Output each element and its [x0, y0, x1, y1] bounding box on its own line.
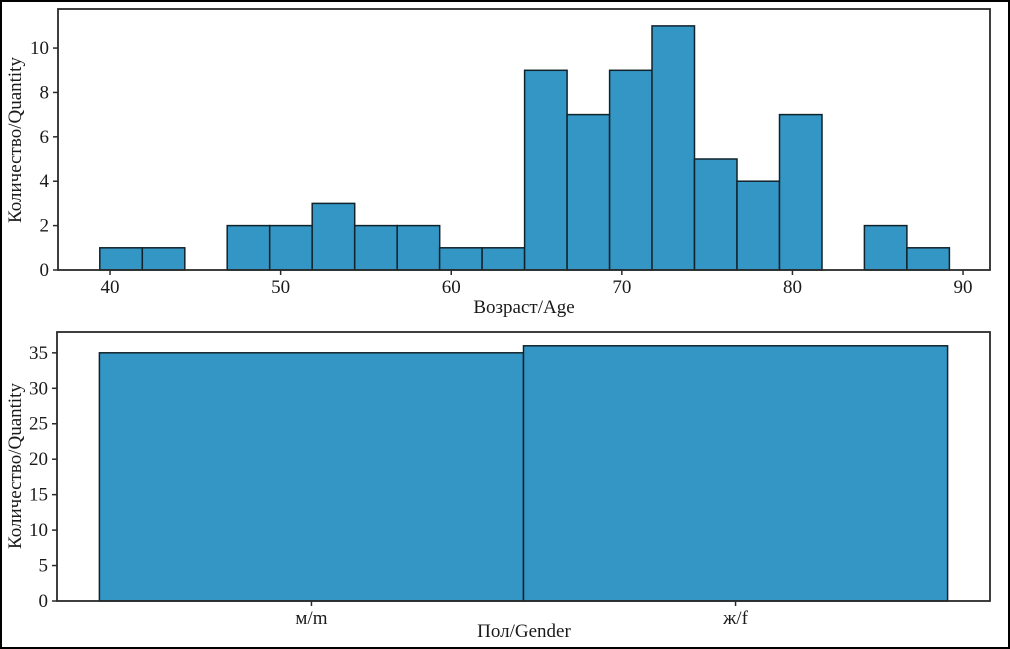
histogram-bar [736, 180, 781, 271]
age-histogram: 40 50 60 70 80 90 0 2 4 6 8 10 [30, 8, 991, 298]
gender-bar-chart: м/m ж/f 0 5 10 15 20 25 30 35 [29, 331, 991, 629]
histogram-bar [523, 69, 568, 271]
histogram-bar [481, 247, 526, 271]
y-tick-label: 25 [29, 414, 48, 435]
histogram-bar [141, 247, 186, 271]
y-tick-label: 20 [29, 449, 48, 470]
histogram-bar [99, 247, 144, 271]
x-tick-label: 50 [271, 277, 290, 298]
x-tick-label: 60 [442, 277, 461, 298]
y-tick-label: 8 [40, 82, 50, 103]
y-tick-label: 10 [29, 520, 48, 541]
axes-frame [56, 331, 991, 602]
histogram-bar [778, 113, 823, 271]
y-tick-label: 15 [29, 485, 48, 506]
y-tick-label: 0 [39, 591, 49, 612]
y-tick-label: 5 [39, 556, 49, 577]
y-tick-label: 0 [40, 260, 50, 281]
histogram-bar [863, 224, 908, 271]
histogram-bar [438, 247, 483, 271]
histogram-bar [353, 224, 398, 271]
y-tick-label: 2 [40, 216, 50, 237]
histogram-bar [311, 202, 356, 271]
gender-axis-label: Пол/Gender [477, 621, 571, 642]
y-tick-label: 35 [29, 343, 48, 364]
gender-quantity-axis-label: Количество/Quantity [5, 383, 26, 549]
histogram-bar [396, 224, 441, 271]
histogram-bar [98, 352, 525, 602]
axes-frame [57, 8, 991, 271]
histogram-bar [608, 69, 653, 271]
histogram-bar [522, 345, 949, 602]
age-axis-label: Возраст/Age [473, 297, 575, 318]
age-quantity-axis-label: Количество/Quantity [5, 57, 26, 223]
x-tick-label: 90 [954, 277, 973, 298]
x-tick-label: ж/f [722, 608, 748, 629]
histogram-bar [651, 25, 696, 271]
histogram-bar [906, 247, 951, 271]
histogram-bar [566, 113, 611, 271]
y-tick-label: 30 [29, 378, 48, 399]
histogram-bar [268, 224, 313, 271]
histogram-bar [693, 158, 738, 271]
x-tick-label: 40 [101, 277, 120, 298]
x-tick-label: 80 [783, 277, 802, 298]
y-tick-label: 4 [40, 171, 50, 192]
histogram-bar [226, 224, 271, 271]
y-tick-label: 10 [30, 38, 49, 59]
x-tick-label: м/m [295, 608, 327, 629]
x-tick-label: 70 [612, 277, 631, 298]
y-tick-label: 6 [40, 127, 50, 148]
